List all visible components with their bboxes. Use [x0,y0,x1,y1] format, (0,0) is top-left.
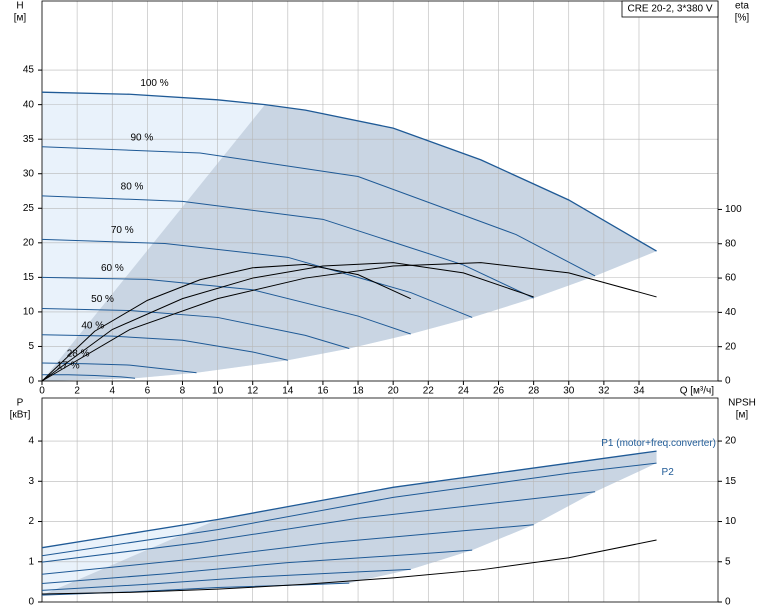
x-tick-label: 6 [145,386,151,397]
y-tick-label: 10 [23,307,35,318]
x-axis-label: Q [м³/ч] [680,386,715,397]
y2-tick-label: 5 [725,556,731,567]
y2-tick-label: 15 [725,476,737,487]
curve [41,568,411,591]
plot-frame [41,397,719,603]
y-tick-label: 15 [23,272,35,283]
x-tick-label: 20 [388,386,400,397]
x-tick-label: 16 [317,386,329,397]
x-tick-label: 34 [633,386,645,397]
curve [41,195,534,299]
y2-axis-label: [м] [736,410,749,421]
x-tick-label: 22 [423,386,435,397]
y2-tick-label: 0 [725,597,731,608]
curve [41,334,288,361]
curve-label: 40 % [81,320,104,331]
x-tick-label: 10 [212,386,224,397]
curve [41,549,473,584]
y-tick-label: 25 [23,203,35,214]
y-tick-label: 30 [23,168,35,179]
y2-tick-label: 20 [725,341,737,352]
plot-frame [41,0,719,382]
y2-tick-label: 20 [725,436,737,447]
y-tick-label: 35 [23,134,35,145]
y2-tick-label: 100 [725,204,742,215]
x-tick-label: 18 [352,386,364,397]
x-tick-label: 30 [563,386,575,397]
y2-axis-label: eta [735,1,749,12]
curve [41,262,534,382]
curve-label: 50 % [91,294,114,305]
y-axis-label: P [17,398,24,409]
operating-range [42,451,657,596]
curve [41,262,657,382]
x-tick-label: 26 [493,386,505,397]
y-tick-label: 45 [23,65,35,76]
y-tick-label: 4 [28,436,34,447]
y2-tick-label: 0 [725,376,731,387]
curve [41,146,596,277]
x-tick-label: 0 [39,386,45,397]
curve [41,450,657,549]
y-tick-label: 2 [28,516,34,527]
curve [41,238,473,318]
title-box [621,0,719,18]
curve-label: 60 % [101,263,124,274]
y-tick-label: 40 [23,99,35,110]
y-axis-label: H [16,1,23,12]
y-tick-label: 20 [23,237,35,248]
y2-tick-label: 40 [725,307,737,318]
x-tick-label: 12 [247,386,259,397]
curve [41,524,534,575]
curve-label: P2 [662,467,675,478]
curve [41,491,596,563]
y-tick-label: 5 [28,341,34,352]
curve-label: 90 % [130,132,153,143]
curve-label: P1 (motor+freq.converter) [601,438,716,449]
curve [41,91,657,252]
curve [42,374,136,379]
y-axis-label: [м] [14,13,27,24]
x-tick-label: 4 [109,386,115,397]
x-tick-label: 28 [528,386,540,397]
curve-label: 80 % [121,181,144,192]
y-tick-label: 0 [28,376,34,387]
x-tick-label: 2 [74,386,80,397]
y-tick-label: 1 [28,556,34,567]
x-tick-label: 8 [180,386,186,397]
y2-axis-label: NPSH [728,398,756,409]
x-tick-label: 32 [598,386,610,397]
curve-label: 100 % [140,78,168,89]
curve [41,539,657,595]
y2-tick-label: 10 [725,516,737,527]
y-tick-label: 0 [28,597,34,608]
x-tick-label: 24 [458,386,470,397]
curve [41,276,411,335]
y2-tick-label: 60 [725,273,737,284]
curve [41,263,411,382]
y-tick-label: 3 [28,476,34,487]
y2-tick-label: 80 [725,238,737,249]
chart-title: CRE 20-2, 3*380 V [627,4,712,15]
curve [41,462,657,557]
curve [41,307,350,350]
curve-label: 70 % [111,225,134,236]
y2-axis-label: [%] [735,13,750,24]
x-tick-label: 14 [282,386,294,397]
y-axis-label: [кВт] [10,410,31,421]
